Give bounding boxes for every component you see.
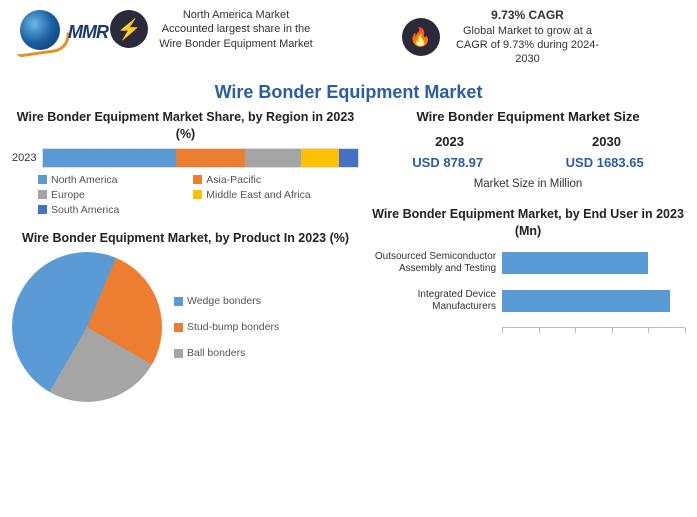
- ms-val-0: USD 878.97: [412, 155, 483, 170]
- hbar-label: Integrated Device Manufacturers: [371, 289, 496, 313]
- hbar-row: Integrated Device Manufacturers: [371, 289, 685, 313]
- legend-label: Asia-Pacific: [206, 174, 261, 186]
- bolt-icon: ⚡: [117, 17, 142, 42]
- swatch-icon: [174, 349, 183, 358]
- legend-item: Ball bonders: [174, 347, 279, 359]
- ms-val-1: USD 1683.65: [566, 155, 644, 170]
- hbar-label: Outsourced Semiconductor Assembly and Te…: [371, 251, 496, 275]
- swatch-icon: [174, 297, 183, 306]
- callout-north-america: ⚡ North America Market Accounted largest…: [110, 8, 394, 51]
- bolt-badge: ⚡: [110, 10, 148, 48]
- swatch-icon: [38, 175, 47, 184]
- axis-tick: [575, 328, 576, 333]
- region-seg: [339, 149, 358, 167]
- enduser-axis: [502, 327, 685, 333]
- region-chart-title: Wire Bonder Equipment Market Share, by R…: [12, 109, 359, 142]
- legend-label: Wedge bonders: [187, 295, 261, 307]
- product-chart-title: Wire Bonder Equipment Market, by Product…: [12, 230, 359, 246]
- ms-year-0: 2023: [435, 134, 464, 149]
- hbar-track: [502, 290, 685, 312]
- swatch-icon: [38, 205, 47, 214]
- axis-tick: [648, 328, 649, 333]
- swatch-icon: [174, 323, 183, 332]
- mmr-logo: MMR: [12, 8, 102, 58]
- callout2-wrap: 9.73% CAGR Global Market to grow at a CA…: [448, 8, 608, 66]
- enduser-chart-title: Wire Bonder Equipment Market, by End Use…: [371, 206, 685, 239]
- hbar: [502, 252, 648, 274]
- header: MMR ⚡ North America Market Accounted lar…: [0, 0, 697, 74]
- product-legend: Wedge bonders Stud-bump bonders Ball bonde…: [174, 295, 279, 359]
- hbar-row: Outsourced Semiconductor Assembly and Te…: [371, 251, 685, 275]
- swatch-icon: [193, 190, 202, 199]
- legend-item: Europe: [38, 189, 179, 201]
- flame-badge: 🔥: [402, 18, 440, 56]
- callout2-title: 9.73% CAGR: [448, 8, 608, 24]
- hbar: [502, 290, 670, 312]
- legend-item: Middle East and Africa: [193, 189, 334, 201]
- region-stacked-bar: [42, 148, 359, 168]
- legend-item: Wedge bonders: [174, 295, 279, 307]
- left-column: Wire Bonder Equipment Market Share, by R…: [12, 109, 359, 402]
- legend-item: South America: [38, 204, 179, 216]
- axis-tick: [685, 328, 686, 333]
- axis-tick: [502, 328, 503, 333]
- main-title: Wire Bonder Equipment Market: [0, 82, 697, 103]
- legend-label: Middle East and Africa: [206, 189, 310, 201]
- logo-text: MMR: [68, 22, 108, 43]
- region-y-label: 2023: [12, 152, 36, 164]
- flame-icon: 🔥: [409, 27, 431, 48]
- enduser-hbar-chart: Outsourced Semiconductor Assembly and Te…: [371, 251, 685, 313]
- legend-label: Europe: [51, 189, 85, 201]
- market-size-title: Wire Bonder Equipment Market Size: [371, 109, 685, 126]
- region-legend: North America Asia-Pacific Europe Middle Ea…: [12, 174, 359, 216]
- swatch-icon: [193, 175, 202, 184]
- pie-section: Wedge bonders Stud-bump bonders Ball bonde…: [12, 252, 359, 402]
- legend-label: Stud-bump bonders: [187, 321, 279, 333]
- hbar-track: [502, 252, 685, 274]
- region-seg: [176, 149, 245, 167]
- swatch-icon: [38, 190, 47, 199]
- legend-label: South America: [51, 204, 119, 216]
- market-size-unit: Market Size in Million: [371, 178, 685, 190]
- callout-cagr: 🔥 9.73% CAGR Global Market to grow at a …: [402, 8, 686, 66]
- ms-year-1: 2030: [592, 134, 621, 149]
- right-column: Wire Bonder Equipment Market Size 2023 2…: [371, 109, 685, 402]
- product-pie: [12, 252, 162, 402]
- legend-item: Stud-bump bonders: [174, 321, 279, 333]
- callout2-text: Global Market to grow at a CAGR of 9.73%…: [448, 24, 608, 67]
- market-size-block: Wire Bonder Equipment Market Size 2023 2…: [371, 109, 685, 190]
- market-size-values: USD 878.97 USD 1683.65: [371, 155, 685, 170]
- legend-label: Ball bonders: [187, 347, 245, 359]
- axis-tick: [612, 328, 613, 333]
- axis-tick: [539, 328, 540, 333]
- legend-item: North America: [38, 174, 179, 186]
- region-seg: [245, 149, 302, 167]
- callout1-text: North America Market Accounted largest s…: [156, 8, 316, 51]
- stacked-bar-wrap: 2023: [12, 148, 359, 168]
- region-seg: [301, 149, 339, 167]
- market-size-years: 2023 2030: [371, 134, 685, 149]
- legend-item: Asia-Pacific: [193, 174, 334, 186]
- legend-label: North America: [51, 174, 118, 186]
- content: Wire Bonder Equipment Market Share, by R…: [0, 109, 697, 402]
- region-seg: [43, 149, 175, 167]
